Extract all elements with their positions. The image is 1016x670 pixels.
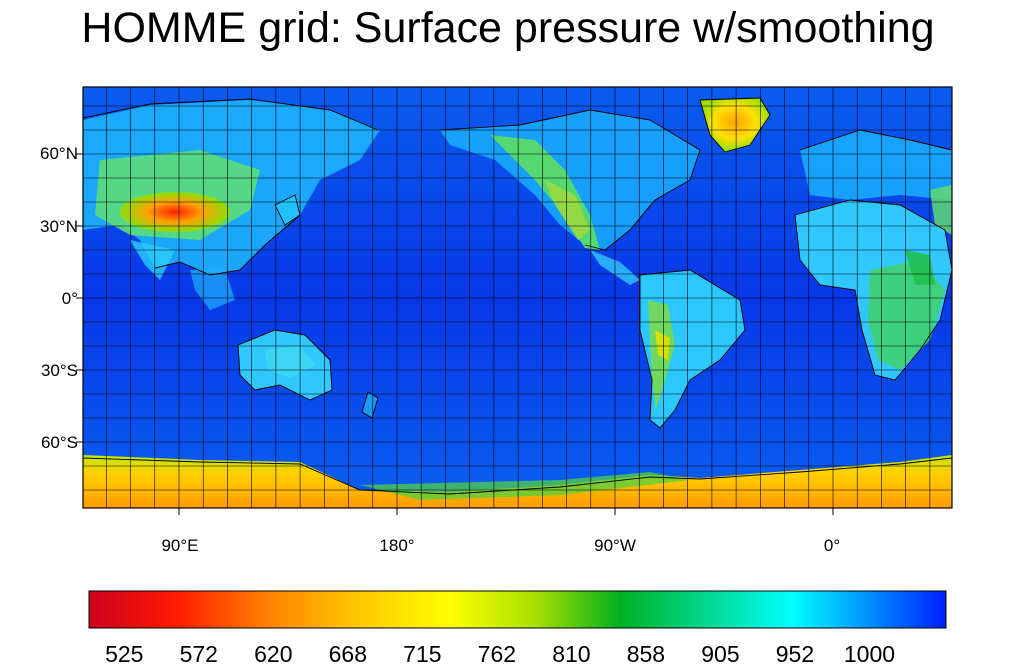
lat-label-30S: 30°S: [41, 361, 78, 380]
colorbar-label: 715: [403, 641, 441, 667]
colorbar-label: 525: [105, 641, 143, 667]
lat-label-30N: 30°N: [40, 217, 78, 236]
lon-label-180: 180°: [379, 536, 414, 555]
colorbar-label: 668: [329, 641, 367, 667]
map-title: HOMME grid: Surface pressure w/smoothing: [81, 4, 935, 52]
lon-label-90E: 90°E: [161, 536, 198, 555]
coastlines: [83, 97, 952, 495]
colorbar-label: 762: [478, 641, 516, 667]
colorbar-label: 952: [776, 641, 814, 667]
colorbar-label: 620: [254, 641, 292, 667]
lon-label-90W: 90°W: [594, 536, 636, 555]
graticule: [83, 87, 952, 508]
colorbar-labels: 525 572 620 668 715 762 810 858 905 952 1000: [105, 641, 895, 667]
lat-label-60N: 60°N: [40, 144, 78, 163]
colorbar-label: 810: [552, 641, 590, 667]
land-fields: [83, 98, 952, 508]
colorbar: [88, 590, 947, 629]
colorbar-label: 905: [701, 641, 739, 667]
lat-label-60S: 60°S: [41, 433, 78, 452]
axis-ticks: [76, 153, 834, 515]
lat-label-eq: 0°: [62, 289, 78, 308]
colorbar-label: 858: [627, 641, 665, 667]
colorbar-label: 572: [180, 641, 218, 667]
colorbar-label: 1000: [844, 641, 895, 667]
lon-label-0: 0°: [824, 536, 840, 555]
